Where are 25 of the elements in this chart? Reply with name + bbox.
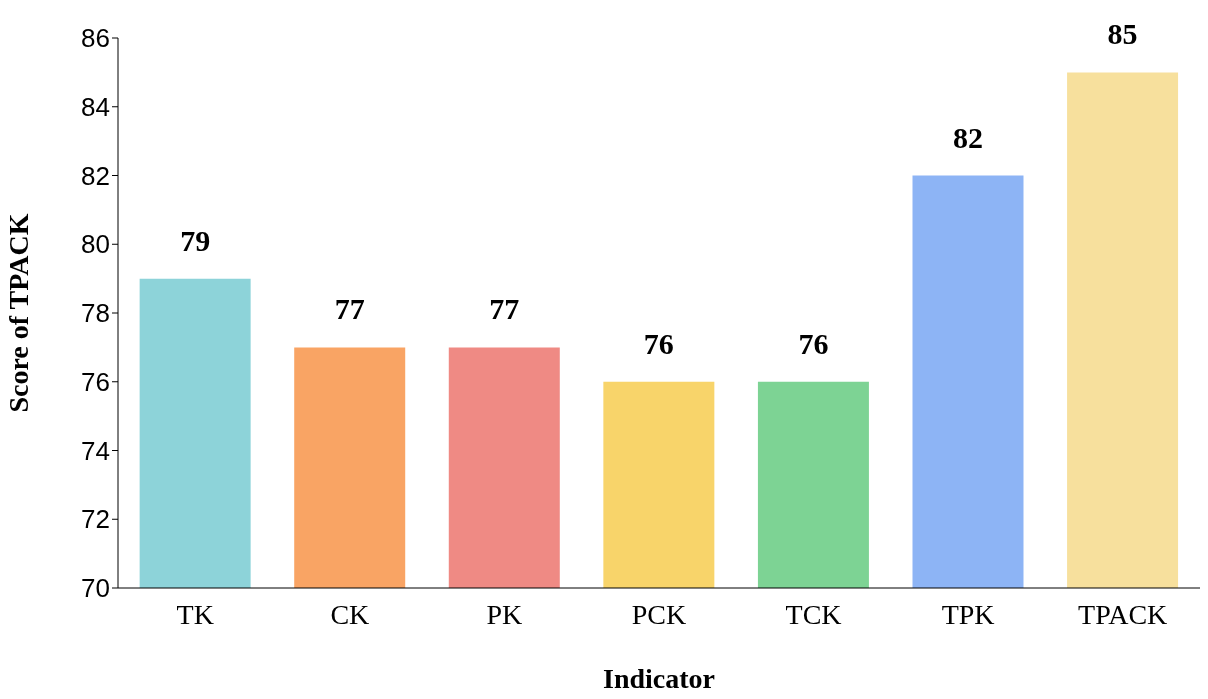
x-tick-label: PCK <box>631 598 687 630</box>
x-tick-label: CK <box>330 598 370 630</box>
y-tick-label: 78 <box>81 298 110 329</box>
y-axis-title: Score of TPACK <box>2 213 34 413</box>
y-tick-label: 84 <box>81 91 110 122</box>
x-tick-label: TK <box>176 598 214 630</box>
data-label: 85 <box>1107 17 1138 51</box>
data-label: 76 <box>643 326 674 360</box>
x-tick-label: PK <box>486 598 523 630</box>
y-tick-label: 80 <box>81 229 110 260</box>
x-tick-label: TPACK <box>1078 598 1168 630</box>
x-axis-title: Indicator <box>603 663 715 694</box>
data-label: 82 <box>953 120 983 154</box>
y-tick-label: 70 <box>81 573 110 604</box>
data-label: 77 <box>489 292 520 326</box>
data-label: 79 <box>180 223 211 257</box>
y-tick-label: 76 <box>81 366 110 397</box>
data-label: 76 <box>798 326 829 360</box>
y-tick-label: 82 <box>81 160 110 191</box>
y-tick-label: 86 <box>81 23 110 54</box>
data-label: 77 <box>334 292 365 326</box>
y-tick-label: 72 <box>81 504 110 535</box>
x-tick-label: TPK <box>941 598 995 630</box>
x-tick-label: TCK <box>785 598 842 630</box>
y-tick-label: 74 <box>81 435 110 466</box>
